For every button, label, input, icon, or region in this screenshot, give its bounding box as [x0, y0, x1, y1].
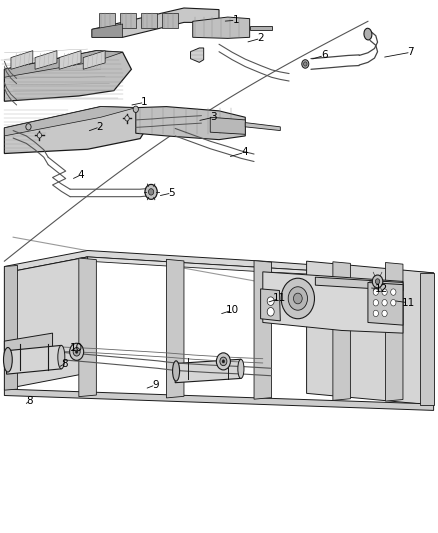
Text: 1: 1: [141, 98, 148, 107]
Text: 11: 11: [402, 298, 415, 308]
Polygon shape: [4, 265, 18, 390]
Polygon shape: [4, 107, 136, 136]
Circle shape: [304, 62, 307, 66]
Circle shape: [373, 310, 378, 317]
Polygon shape: [79, 258, 96, 397]
Polygon shape: [11, 51, 33, 69]
Text: 4: 4: [78, 170, 85, 180]
Text: 6: 6: [321, 51, 328, 60]
Circle shape: [216, 353, 230, 370]
Circle shape: [373, 300, 378, 306]
Text: 9: 9: [152, 380, 159, 390]
Circle shape: [125, 116, 129, 121]
Polygon shape: [7, 345, 61, 374]
Circle shape: [302, 60, 309, 68]
Polygon shape: [4, 51, 131, 101]
Circle shape: [382, 310, 387, 317]
Circle shape: [281, 278, 314, 319]
Polygon shape: [4, 389, 434, 410]
Polygon shape: [83, 51, 105, 69]
Bar: [141, 13, 157, 28]
Ellipse shape: [364, 28, 372, 40]
Polygon shape: [4, 257, 88, 389]
Polygon shape: [92, 24, 123, 37]
Circle shape: [145, 184, 157, 199]
Circle shape: [382, 300, 387, 306]
Polygon shape: [175, 359, 241, 383]
Polygon shape: [333, 262, 350, 400]
Circle shape: [382, 289, 387, 295]
Circle shape: [75, 350, 78, 353]
Polygon shape: [420, 273, 434, 405]
Polygon shape: [193, 17, 250, 38]
Circle shape: [293, 293, 302, 304]
Ellipse shape: [238, 359, 244, 378]
Text: 4: 4: [241, 148, 248, 157]
Polygon shape: [92, 8, 219, 37]
Polygon shape: [250, 26, 272, 30]
Polygon shape: [254, 261, 272, 399]
Circle shape: [37, 133, 42, 138]
Polygon shape: [4, 251, 434, 278]
Circle shape: [73, 348, 80, 356]
Polygon shape: [307, 261, 434, 405]
Text: 2: 2: [96, 122, 103, 132]
Text: 8: 8: [26, 396, 33, 406]
Circle shape: [148, 189, 154, 195]
Ellipse shape: [4, 348, 12, 372]
Circle shape: [372, 275, 383, 288]
Bar: [120, 13, 136, 28]
Polygon shape: [263, 272, 403, 333]
Polygon shape: [4, 51, 123, 77]
Text: 7: 7: [407, 47, 414, 57]
Circle shape: [391, 300, 396, 306]
Polygon shape: [315, 277, 403, 290]
Circle shape: [267, 297, 274, 305]
Ellipse shape: [173, 361, 180, 381]
Polygon shape: [35, 51, 57, 69]
Circle shape: [70, 343, 84, 360]
Text: 5: 5: [168, 188, 175, 198]
Polygon shape: [59, 51, 81, 69]
Bar: [99, 13, 115, 28]
Polygon shape: [166, 260, 184, 398]
Text: 8: 8: [61, 359, 68, 368]
Bar: [162, 13, 178, 28]
Text: 12: 12: [375, 284, 389, 294]
Polygon shape: [191, 48, 204, 62]
Circle shape: [220, 357, 227, 366]
Polygon shape: [261, 289, 280, 321]
Polygon shape: [4, 107, 153, 154]
Text: 2: 2: [257, 34, 264, 43]
Polygon shape: [368, 282, 403, 325]
Polygon shape: [136, 107, 245, 140]
Text: 11: 11: [273, 294, 286, 303]
Circle shape: [26, 124, 31, 130]
Circle shape: [222, 360, 225, 363]
Circle shape: [391, 289, 396, 295]
Polygon shape: [9, 257, 434, 281]
Circle shape: [375, 279, 380, 284]
Polygon shape: [245, 123, 280, 131]
Text: 3: 3: [210, 112, 217, 122]
Text: 1: 1: [232, 15, 239, 25]
Circle shape: [267, 308, 274, 316]
Polygon shape: [210, 117, 245, 134]
Circle shape: [288, 287, 307, 310]
Text: 10: 10: [70, 343, 83, 352]
Circle shape: [133, 106, 138, 112]
Text: 10: 10: [226, 305, 239, 315]
Polygon shape: [385, 263, 403, 401]
Ellipse shape: [58, 345, 65, 369]
Polygon shape: [4, 333, 53, 357]
Circle shape: [373, 289, 378, 295]
